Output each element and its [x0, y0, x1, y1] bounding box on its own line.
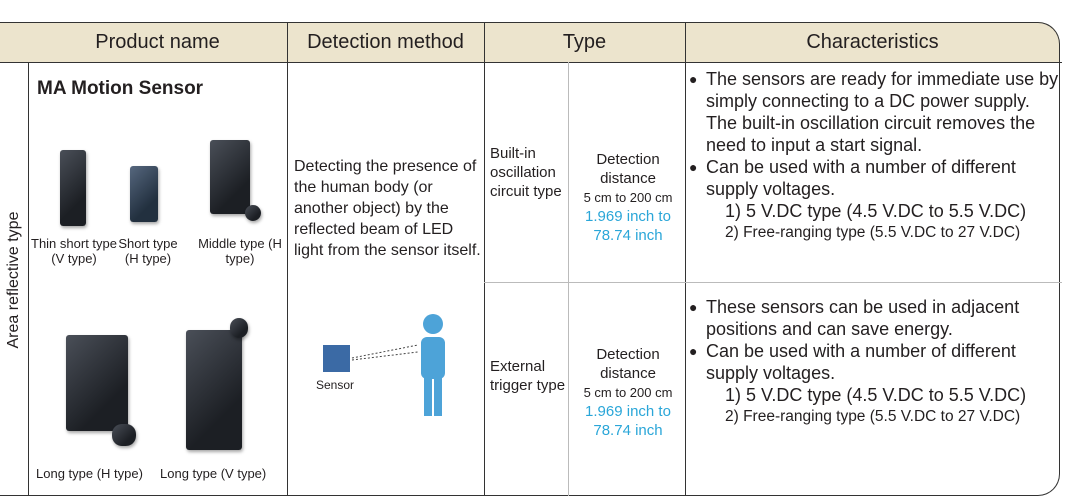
- detection-diagram: [323, 314, 445, 416]
- bullet-text: Can be used with a number of different s…: [706, 341, 1016, 383]
- sensor-image: [130, 166, 158, 222]
- sensor-image: [186, 330, 242, 450]
- header-cell: Characteristics: [806, 31, 939, 53]
- bullet-note: 1) 5 V.DC type (4.5 V.DC to 5.5 V.DC): [725, 201, 1027, 221]
- table-frame: [0, 22, 1060, 496]
- sensor-image: [66, 335, 128, 431]
- header-rule: [0, 62, 1062, 63]
- bullet-item: These sensors can be used in adjacent po…: [688, 296, 1063, 340]
- detection-label: Detection distance: [596, 151, 660, 187]
- header-bg: [0, 22, 1060, 62]
- detection-distance: Detection distance 5 cm to 200 cm 1.969 …: [569, 150, 687, 245]
- bullet-note: 2) Free-ranging type (5.5 V.DC to 27 V.D…: [725, 224, 1021, 241]
- distance-metric: 5 cm to 200 cm: [583, 190, 673, 205]
- side-label: Area reflective type: [5, 211, 22, 349]
- bullet-item: Can be used with a number of different s…: [688, 340, 1063, 428]
- bullet-text: Can be used with a number of different s…: [706, 157, 1016, 199]
- image-label: Short type (H type): [118, 236, 178, 266]
- col-rule: [568, 62, 569, 496]
- distance-imperial: 1.969 inch to 78.74 inch: [585, 403, 671, 439]
- image-label: Long type (V type): [160, 466, 267, 481]
- type-name: External trigger type: [490, 358, 566, 394]
- image-label: Middle type (H type): [198, 236, 282, 266]
- type-name: Built-in oscillation circuit type: [490, 145, 562, 200]
- detection-distance: Detection distance 5 cm to 200 cm 1.969 …: [569, 345, 687, 440]
- diagram-label: Sensor: [316, 378, 355, 392]
- characteristics: These sensors can be used in adjacent po…: [688, 296, 1063, 428]
- col-rule: [484, 22, 485, 496]
- bullet-text: These sensors can be used in adjacent po…: [706, 297, 1020, 339]
- distance-metric: 5 cm to 200 cm: [583, 385, 673, 400]
- bullet-note: 1) 5 V.DC type (4.5 V.DC to 5.5 V.DC): [725, 385, 1027, 405]
- product-name: MA Motion Sensor: [37, 78, 204, 99]
- bullet-note: The built-in oscillation circuit removes…: [706, 113, 1036, 155]
- sensor-image: [245, 205, 261, 221]
- bullet-text: The sensors are ready for immediate use …: [706, 69, 1059, 111]
- detection-text: Detecting the presence of the human body…: [294, 158, 481, 259]
- bullet-item: Can be used with a number of different s…: [688, 156, 1063, 244]
- sensor-image: [112, 424, 136, 446]
- sensor-image: [210, 140, 250, 214]
- sensor-image: [230, 318, 248, 338]
- detection-label: Detection distance: [596, 346, 660, 382]
- row-rule: [484, 282, 1062, 283]
- bullet-item: The sensors are ready for immediate use …: [688, 68, 1063, 156]
- col-rule: [28, 62, 29, 496]
- col-rule: [685, 22, 686, 496]
- header-cell: Type: [562, 31, 607, 53]
- header-cell: Detection method: [307, 31, 464, 53]
- characteristics: The sensors are ready for immediate use …: [688, 68, 1063, 244]
- image-label: Thin short type (V type): [31, 236, 117, 266]
- header-cell: Product name: [95, 31, 220, 53]
- sensor-image: [60, 150, 86, 226]
- distance-imperial: 1.969 inch to 78.74 inch: [585, 208, 671, 244]
- image-label: Long type (H type): [36, 466, 143, 481]
- bullet-note: 2) Free-ranging type (5.5 V.DC to 27 V.D…: [725, 408, 1021, 425]
- col-rule: [287, 22, 288, 496]
